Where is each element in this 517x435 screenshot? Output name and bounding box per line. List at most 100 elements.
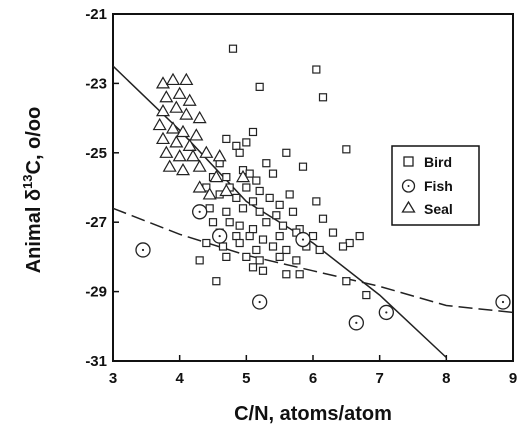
point-bird: [232, 193, 241, 203]
point-seal: [202, 187, 217, 200]
point-bird: [342, 145, 351, 154]
y-axis-title: Animal δ13C, o/oo: [20, 107, 45, 274]
point-seal: [182, 93, 197, 106]
x-tick-label: 8: [442, 370, 450, 387]
point-seal: [189, 128, 204, 141]
point-bird: [232, 231, 241, 241]
point-seal: [219, 183, 234, 197]
point-bird: [255, 82, 264, 91]
point-seal: [175, 124, 191, 138]
point-bird: [225, 218, 234, 227]
point-seal: [169, 135, 184, 148]
point-bird: [235, 148, 244, 157]
point-seal: [152, 117, 167, 131]
point-seal: [192, 180, 207, 193]
legend-label-bird: Bird: [424, 154, 452, 170]
point-fish-center: [141, 248, 145, 252]
point-bird: [248, 263, 258, 272]
point-bird: [298, 162, 308, 171]
point-seal: [165, 72, 181, 86]
point-bird: [242, 252, 251, 261]
point-bird: [275, 252, 284, 261]
point-bird: [272, 211, 281, 220]
point-bird: [292, 256, 301, 265]
point-seal: [165, 121, 181, 134]
y-axis-title-superscript: 13: [20, 174, 35, 188]
legend-label-fish: Fish: [424, 178, 453, 194]
point-seal: [209, 169, 224, 183]
point-bird: [252, 176, 261, 185]
point-bird: [218, 242, 228, 251]
point-bird: [285, 190, 294, 199]
point-fish-center: [355, 321, 358, 324]
y-tick-label: -25: [85, 145, 107, 162]
point-bird: [255, 207, 264, 216]
point-bird: [275, 231, 284, 241]
point-seal: [212, 149, 227, 162]
x-tick-label: 4: [175, 370, 184, 387]
point-seal: [192, 159, 207, 172]
point-bird: [282, 270, 291, 279]
point-bird: [315, 245, 324, 255]
dashed-fit-line: [113, 207, 513, 314]
point-seal: [159, 145, 174, 158]
point-fish-center: [385, 311, 388, 314]
point-fish-center: [501, 300, 505, 304]
point-seal: [172, 149, 187, 162]
point-seal: [192, 110, 207, 124]
point-bird: [245, 169, 254, 178]
point-bird: [222, 207, 231, 216]
point-bird: [212, 277, 221, 286]
point-fish-center: [258, 300, 261, 304]
point-bird: [232, 141, 241, 150]
point-seal: [162, 159, 177, 172]
point-bird: [235, 221, 244, 230]
point-seal: [199, 145, 214, 158]
point-seal: [235, 169, 251, 183]
point-bird: [275, 200, 284, 209]
point-bird: [248, 225, 258, 234]
point-bird: [235, 238, 244, 248]
point-seal: [155, 103, 171, 117]
point-bird: [208, 218, 218, 227]
axis-ticks: 3 4 5 6 7 8 9 -31 -29 -27 -25 -23 -21: [85, 6, 517, 387]
point-bird: [258, 235, 268, 244]
point-seal: [175, 162, 191, 176]
point-seal: [155, 76, 171, 89]
point-bird: [255, 256, 264, 265]
point-bird: [295, 270, 304, 279]
y-tick-label: -21: [85, 6, 107, 23]
legend: Bird Fish Seal: [391, 145, 480, 226]
point-bird: [268, 169, 278, 178]
point-bird: [312, 65, 321, 74]
point-seal: [179, 72, 194, 86]
point-bird: [248, 127, 258, 137]
y-tick-label: -29: [85, 284, 107, 301]
x-axis-title: C/N, atoms/atom: [234, 403, 392, 425]
legend-label-seal: Seal: [424, 201, 453, 217]
point-bird: [262, 159, 271, 168]
point-bird: [342, 277, 351, 286]
point-bird: [328, 228, 338, 237]
point-seal: [179, 107, 194, 120]
point-bird: [265, 193, 274, 203]
point-bird: [338, 242, 348, 251]
data-points: [135, 44, 511, 331]
x-tick-label: 6: [309, 370, 317, 387]
point-fish-center: [218, 234, 221, 238]
point-bird: [245, 231, 254, 241]
point-bird: [222, 252, 231, 261]
point-bird: [252, 245, 261, 255]
point-bird: [228, 44, 238, 53]
point-fish-center: [301, 238, 305, 241]
point-bird: [362, 290, 371, 300]
point-bird: [318, 214, 328, 223]
legend-marker-bird: [403, 156, 414, 167]
point-bird: [242, 183, 251, 192]
legend-marker-seal: [401, 200, 416, 213]
point-bird: [248, 197, 258, 206]
point-bird: [255, 186, 264, 196]
point-bird: [318, 93, 328, 102]
point-bird: [222, 172, 231, 182]
